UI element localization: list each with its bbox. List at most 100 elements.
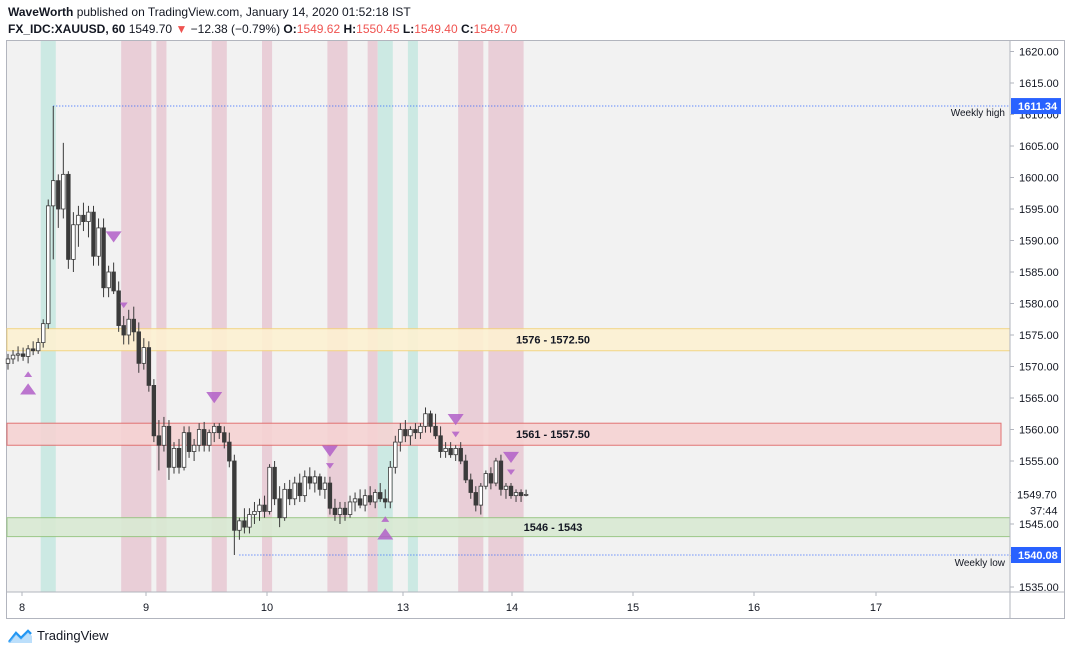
x-tick-label: 9: [143, 602, 149, 614]
open-value: 1549.62: [296, 22, 341, 36]
candle-bear: [81, 214, 86, 223]
y-tick-label: 1590.00: [1019, 236, 1059, 248]
candle-bear: [287, 488, 292, 500]
signal-marker-down: [503, 451, 519, 464]
candle-bear: [463, 460, 468, 481]
candle-bear: [403, 429, 408, 437]
y-tick-label: 1535.00: [1019, 582, 1059, 594]
candle-bull: [443, 447, 448, 452]
candle-bear: [438, 435, 443, 452]
low-value: 1549.40: [414, 22, 458, 36]
close-value: 1549.70: [473, 22, 518, 36]
candle-bull: [171, 447, 177, 468]
y-tick-label: 1620.00: [1019, 47, 1059, 59]
zone-label: 1546 - 1543: [524, 522, 583, 534]
last-price-badge: [1011, 486, 1061, 517]
candle-bear: [468, 479, 473, 493]
y-tick-label: 1615.00: [1019, 78, 1059, 90]
candle-bull: [372, 492, 378, 503]
session-band: [327, 41, 348, 592]
candle-bear: [30, 348, 36, 352]
candle-bear: [201, 429, 207, 446]
candle-bull: [483, 473, 489, 487]
signal-marker-down: [447, 414, 464, 426]
candle-bull: [418, 425, 423, 434]
candle-bear: [20, 353, 26, 357]
signal-marker-up: [24, 371, 33, 377]
candle-bull: [35, 342, 41, 352]
change-down-icon: ▼: [175, 22, 188, 36]
signal-marker-down: [105, 231, 122, 243]
candle-bull: [312, 476, 318, 484]
session-band: [407, 41, 418, 592]
candle-bull: [196, 429, 202, 446]
symbol-label[interactable]: FX_IDC:XAUUSD, 60: [8, 22, 126, 36]
candle-bull: [181, 432, 187, 468]
candle-bear: [428, 413, 433, 427]
candle-bull: [257, 504, 262, 512]
x-tick-label: 13: [397, 602, 409, 614]
candle-bear: [498, 460, 504, 490]
zone-green: [6, 517, 1011, 538]
candle-bear: [116, 290, 121, 326]
candle-bull: [337, 507, 343, 515]
candle-bull: [398, 429, 403, 443]
candle-bear: [367, 495, 373, 503]
candle-bear: [136, 331, 141, 364]
candle-bear: [272, 466, 277, 500]
candle-bull: [10, 354, 16, 360]
candle-bear: [332, 507, 338, 515]
candle-bull: [408, 429, 413, 437]
candle-bear: [297, 482, 302, 497]
candle-bull: [347, 501, 353, 515]
candle-bear: [307, 476, 312, 484]
weekly-high-badge: [1011, 98, 1061, 115]
signal-marker-down: [119, 302, 128, 309]
candle-bull: [252, 510, 257, 515]
candle-bear: [222, 432, 227, 443]
candle-bear: [448, 447, 453, 456]
signal-marker-up: [381, 516, 390, 522]
author-name[interactable]: WaveWorth: [8, 5, 74, 19]
candles: [5, 106, 529, 555]
candle-bear: [383, 498, 388, 503]
close-label: C:: [460, 22, 474, 36]
session-band: [488, 41, 524, 592]
candle-bear: [166, 425, 172, 468]
candle-bear: [186, 432, 192, 452]
y-tick-label: 1585.00: [1019, 267, 1059, 279]
tradingview-brand[interactable]: TradingView: [37, 628, 109, 643]
candle-bull: [513, 492, 519, 497]
high-value: 1550.45: [356, 22, 400, 36]
y-tick-label: 1580.00: [1019, 299, 1059, 311]
session-band: [377, 41, 393, 592]
candle-bear: [242, 520, 247, 528]
weekly-low-badge: [1011, 546, 1061, 563]
candle-bear: [232, 460, 237, 531]
session-band: [121, 41, 152, 592]
candle-bull: [292, 482, 297, 500]
x-tick-label: 10: [261, 602, 273, 614]
session-band: [458, 41, 484, 592]
candle-bull: [393, 441, 398, 468]
bar-countdown: 37:44: [1030, 505, 1058, 517]
candle-bull: [237, 520, 242, 531]
candle-bear: [146, 347, 152, 386]
candle-bear: [327, 482, 333, 509]
open-label: O:: [283, 22, 297, 36]
session-band: [262, 41, 273, 592]
candle-bull: [503, 485, 509, 490]
signal-marker-down: [321, 445, 338, 457]
candle-bear: [227, 441, 232, 462]
x-tick-label: 16: [748, 602, 760, 614]
candle-bear: [518, 492, 524, 497]
last-price-text: 1549.70: [1017, 489, 1057, 501]
tradingview-footer: TradingView: [8, 628, 109, 643]
candle-bear: [91, 211, 96, 257]
tradingview-logo-icon: [8, 628, 32, 643]
candle-bear: [378, 492, 383, 500]
candle-bull: [523, 493, 529, 496]
candle-bear: [342, 507, 348, 515]
candle-bull: [282, 488, 287, 519]
